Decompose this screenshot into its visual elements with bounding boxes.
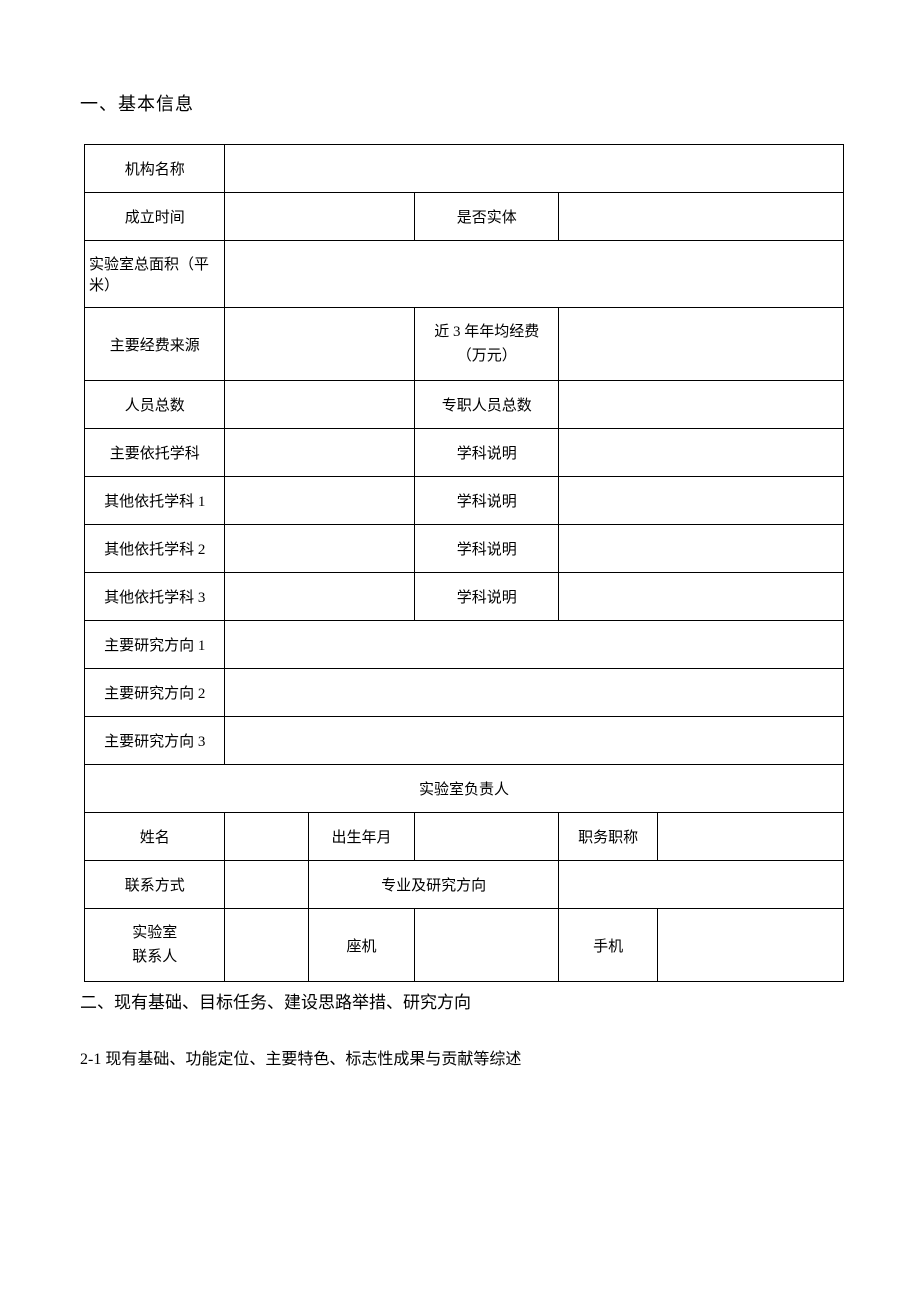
research-dir3-value [225, 717, 844, 765]
other-discipline2-value [225, 525, 415, 573]
discipline-desc-label: 学科说明 [415, 573, 559, 621]
mobile-label: 手机 [559, 909, 658, 982]
birth-value [415, 813, 559, 861]
other-discipline2-desc [559, 525, 844, 573]
establish-date-label: 成立时间 [85, 193, 225, 241]
total-staff-value [225, 381, 415, 429]
table-row: 成立时间 是否实体 [85, 193, 844, 241]
org-name-label: 机构名称 [85, 145, 225, 193]
fulltime-staff-label: 专职人员总数 [415, 381, 559, 429]
lab-leader-header: 实验室负责人 [85, 765, 844, 813]
table-row: 主要研究方向 1 [85, 621, 844, 669]
contact-label: 联系方式 [85, 861, 225, 909]
discipline-desc-label: 学科说明 [415, 477, 559, 525]
main-discipline-label: 主要依托学科 [85, 429, 225, 477]
mobile-value [658, 909, 844, 982]
main-discipline-desc [559, 429, 844, 477]
other-discipline1-label: 其他依托学科 1 [85, 477, 225, 525]
org-name-value [225, 145, 844, 193]
lab-area-value [225, 241, 844, 308]
discipline-desc-label: 学科说明 [415, 525, 559, 573]
discipline-desc-label: 学科说明 [415, 429, 559, 477]
major-label: 专业及研究方向 [308, 861, 558, 909]
is-entity-value [559, 193, 844, 241]
research-dir2-value [225, 669, 844, 717]
research-dir1-value [225, 621, 844, 669]
table-row: 主要经费来源 近 3 年年均经费（万元） [85, 308, 844, 381]
lab-contact-label: 实验室 联系人 [85, 909, 225, 982]
name-value [225, 813, 308, 861]
table-row: 其他依托学科 2 学科说明 [85, 525, 844, 573]
section-1-title: 一、基本信息 [80, 90, 840, 116]
lab-contact-label-line2: 联系人 [132, 949, 177, 965]
title-label: 职务职称 [559, 813, 658, 861]
is-entity-label: 是否实体 [415, 193, 559, 241]
table-row: 主要研究方向 3 [85, 717, 844, 765]
table-row: 联系方式 专业及研究方向 [85, 861, 844, 909]
table-row: 实验室 联系人 座机 手机 [85, 909, 844, 982]
table-row: 主要研究方向 2 [85, 669, 844, 717]
title-value [658, 813, 844, 861]
contact-value [225, 861, 308, 909]
subsection-2-1-title: 2-1 现有基础、功能定位、主要特色、标志性成果与贡献等综述 [80, 1045, 840, 1069]
establish-date-value [225, 193, 415, 241]
table-row: 其他依托学科 1 学科说明 [85, 477, 844, 525]
table-row: 实验室总面积（平米） [85, 241, 844, 308]
landline-value [415, 909, 559, 982]
table-row: 实验室负责人 [85, 765, 844, 813]
research-dir1-label: 主要研究方向 1 [85, 621, 225, 669]
fulltime-staff-value [559, 381, 844, 429]
other-discipline3-value [225, 573, 415, 621]
other-discipline1-value [225, 477, 415, 525]
birth-label: 出生年月 [308, 813, 414, 861]
other-discipline2-label: 其他依托学科 2 [85, 525, 225, 573]
research-dir2-label: 主要研究方向 2 [85, 669, 225, 717]
major-value [559, 861, 844, 909]
funding-source-value [225, 308, 415, 381]
table-row: 姓名 出生年月 职务职称 [85, 813, 844, 861]
landline-label: 座机 [308, 909, 414, 982]
table-row: 机构名称 [85, 145, 844, 193]
other-discipline1-desc [559, 477, 844, 525]
funding-source-label: 主要经费来源 [85, 308, 225, 381]
table-row: 其他依托学科 3 学科说明 [85, 573, 844, 621]
other-discipline3-label: 其他依托学科 3 [85, 573, 225, 621]
avg-funding-value [559, 308, 844, 381]
table-row: 主要依托学科 学科说明 [85, 429, 844, 477]
research-dir3-label: 主要研究方向 3 [85, 717, 225, 765]
lab-area-label: 实验室总面积（平米） [85, 241, 225, 308]
total-staff-label: 人员总数 [85, 381, 225, 429]
avg-funding-label: 近 3 年年均经费（万元） [415, 308, 559, 381]
lab-contact-value [225, 909, 308, 982]
main-discipline-value [225, 429, 415, 477]
name-label: 姓名 [85, 813, 225, 861]
other-discipline3-desc [559, 573, 844, 621]
section-2-title: 二、现有基础、目标任务、建设思路举措、研究方向 [80, 988, 840, 1013]
table-row: 人员总数 专职人员总数 [85, 381, 844, 429]
basic-info-table: 机构名称 成立时间 是否实体 实验室总面积（平米） 主要经费来源 近 3 年年均… [84, 144, 844, 982]
lab-contact-label-line1: 实验室 [132, 925, 177, 941]
